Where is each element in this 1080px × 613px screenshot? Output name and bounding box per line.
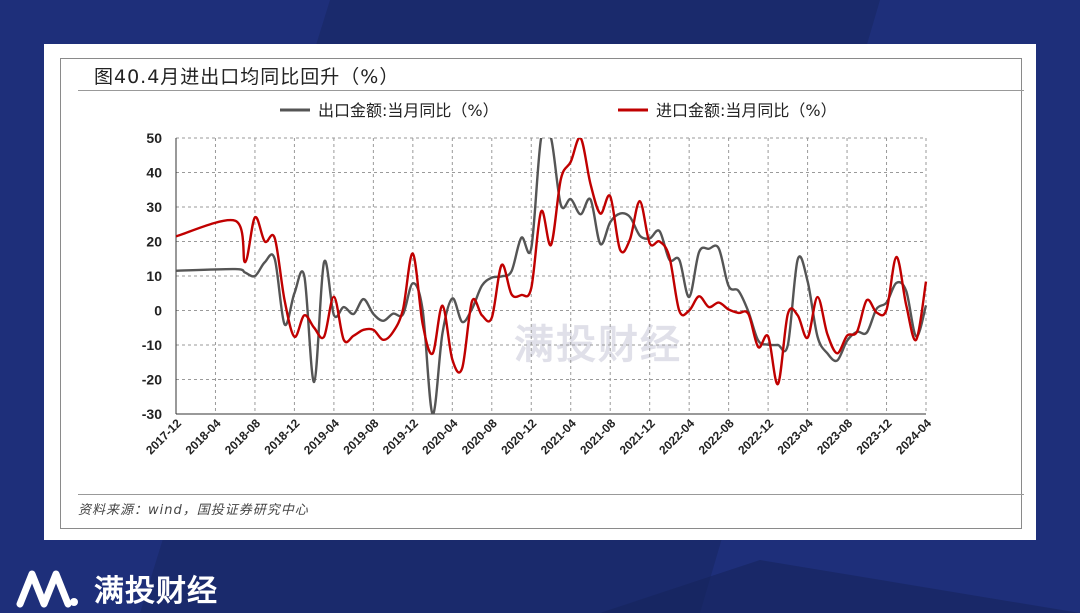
x-tick-label: 2019-04 — [301, 416, 342, 457]
x-tick-label: 2018-08 — [222, 416, 263, 457]
x-tick-label: 2019-12 — [380, 416, 421, 457]
legend-label: 进口金额:当月同比（%） — [656, 101, 837, 120]
x-tick-label: 2020-12 — [498, 416, 539, 457]
x-tick-label: 2019-08 — [340, 416, 381, 457]
x-tick-label: 2018-04 — [183, 416, 224, 457]
x-tick-label: 2017-12 — [143, 416, 184, 457]
line-chart: 50 40 30 20 10 0 -10 -20 -302017-122018-042018-0… — [142, 101, 935, 457]
x-tick-label: 2023-04 — [775, 416, 816, 457]
source-divider — [78, 494, 1024, 495]
y-tick-label: 10 — [146, 268, 162, 284]
x-tick-label: 2021-12 — [617, 416, 658, 457]
y-tick-label: 40 — [146, 165, 162, 181]
x-tick-label: 2021-08 — [577, 416, 618, 457]
brand-logo-icon — [16, 570, 78, 608]
chart-title: 图40.4月进出口均同比回升（%） — [94, 66, 400, 88]
x-tick-label: 2021-04 — [538, 416, 579, 457]
chart-frame — [60, 58, 1022, 529]
y-tick-label: 0 — [154, 303, 162, 319]
y-tick-label: 30 — [146, 199, 162, 215]
x-tick-label: 2024-04 — [893, 416, 934, 457]
title-divider — [78, 90, 1024, 91]
chart-card: 图40.4月进出口均同比回升（%） 资料来源：wind，国投证券研究中心 满投财… — [44, 44, 1036, 540]
y-tick-label: -30 — [142, 406, 162, 422]
legend-label: 出口金额:当月同比（%） — [318, 101, 499, 120]
series-line-import — [176, 138, 928, 386]
series-line-export — [176, 138, 928, 414]
x-tick-label: 2020-08 — [459, 416, 500, 457]
y-tick-label: 50 — [146, 130, 162, 146]
x-tick-label: 2022-08 — [696, 416, 737, 457]
x-tick-label: 2018-12 — [261, 416, 302, 457]
brand-name: 满投财经 — [94, 574, 218, 609]
x-tick-label: 2022-12 — [735, 416, 776, 457]
y-tick-label: -20 — [142, 372, 162, 388]
x-tick-label: 2022-04 — [656, 416, 697, 457]
source-note: 资料来源：wind，国投证券研究中心 — [78, 503, 309, 518]
x-tick-label: 2023-12 — [854, 416, 895, 457]
y-tick-label: 20 — [146, 234, 162, 250]
y-tick-label: -10 — [142, 337, 162, 353]
brand-footer: 满投财经 — [16, 568, 218, 609]
x-tick-label: 2020-04 — [419, 416, 460, 457]
x-tick-label: 2023-08 — [814, 416, 855, 457]
